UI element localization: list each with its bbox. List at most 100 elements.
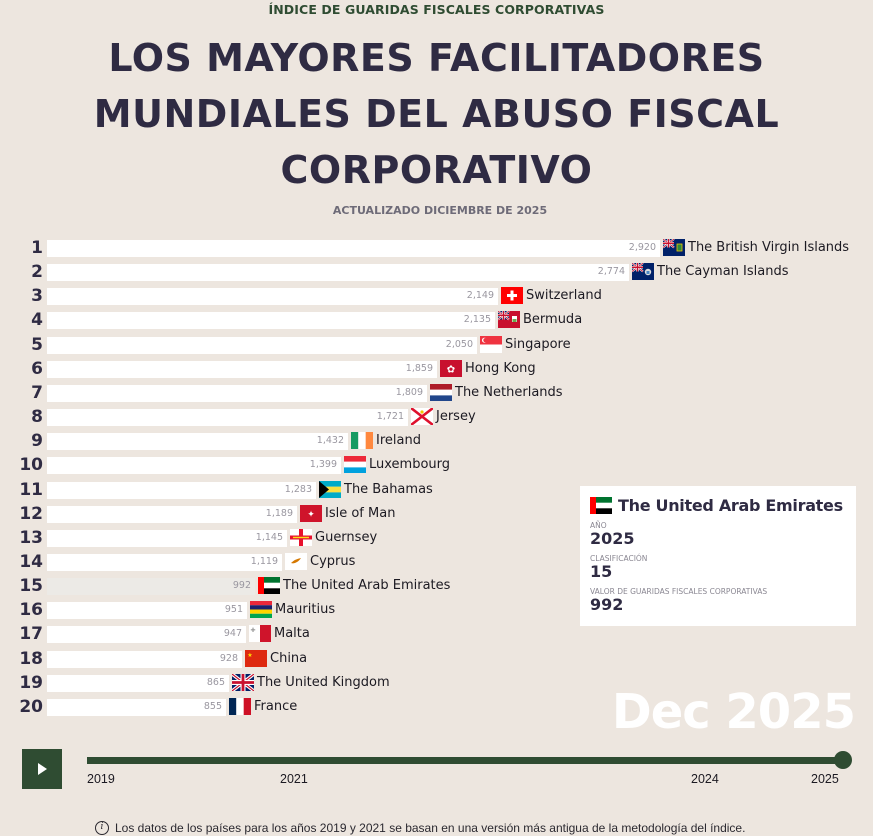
value-label: 1,119 (250, 555, 278, 567)
timeline-tick[interactable]: 2024 (691, 772, 719, 786)
svg-text:✦: ✦ (307, 509, 315, 519)
svg-text:✚: ✚ (250, 627, 255, 634)
bar-row[interactable]: 15 992 The United Arab Emirates (0, 574, 873, 598)
bar[interactable] (47, 674, 229, 692)
rank-label: 2 (31, 262, 43, 283)
bar-row[interactable]: 17 947 ✚ Malta (0, 622, 873, 646)
bar-row[interactable]: 16 951 Mauritius (0, 598, 873, 622)
bar[interactable] (47, 698, 226, 716)
bar-row[interactable]: 2 2,774 The Cayman Islands (0, 260, 873, 284)
bar[interactable] (47, 336, 477, 354)
bar[interactable] (47, 457, 341, 475)
bar[interactable] (47, 481, 316, 499)
bar-row[interactable]: 4 2,135 Bermuda (0, 308, 873, 332)
tooltip-year: 2025 (590, 529, 635, 548)
play-icon (38, 763, 47, 775)
timeline-slider-handle[interactable] (834, 751, 852, 769)
country-label: Cyprus (310, 553, 356, 569)
value-label: 1,809 (395, 386, 423, 398)
value-label: 1,432 (316, 435, 344, 447)
country-label: The United Kingdom (257, 674, 390, 690)
bar-row[interactable]: 7 1,809 The Netherlands (0, 381, 873, 405)
bar[interactable] (47, 409, 408, 427)
flag-icon-cn: ★ (245, 649, 267, 667)
tooltip-rank: 15 (590, 562, 613, 581)
timeline-tick[interactable]: 2025 (811, 772, 839, 786)
flag-icon-mu (250, 601, 272, 619)
bar[interactable] (47, 433, 348, 451)
rank-label: 11 (19, 479, 43, 500)
bar-row[interactable]: 1 2,920 The British Virgin Islands (0, 236, 873, 260)
updated-date: ACTUALIZADO DICIEMBRE DE 2025 (332, 204, 548, 217)
timeline-tick[interactable]: 2019 (87, 772, 115, 786)
value-label: 1,399 (309, 459, 337, 471)
value-label: 1,145 (255, 531, 283, 543)
bar-row[interactable]: 14 1,119 Cyprus (0, 550, 873, 574)
bar[interactable] (47, 529, 287, 547)
svg-text:★: ★ (247, 652, 252, 659)
title-line: MUNDIALES DEL ABUSO FISCAL (93, 92, 780, 136)
bar[interactable] (47, 240, 660, 257)
value-label: 1,859 (405, 362, 433, 374)
bar-row[interactable]: 8 1,721 Jersey (0, 405, 873, 429)
tooltip-value-label: VALOR DE GUARIDAS FISCALES CORPORATIVAS (590, 587, 768, 596)
flag-icon-bm (498, 311, 520, 329)
bar-row[interactable]: 3 2,149 Switzerland (0, 284, 873, 308)
country-label: Bermuda (523, 312, 583, 328)
flag-icon-mt: ✚ (249, 625, 271, 643)
country-label: The Cayman Islands (657, 264, 789, 280)
value-label: 2,920 (628, 242, 656, 253)
country-label: The United Arab Emirates (283, 578, 451, 594)
bar-row[interactable]: 13 1,145 Guernsey (0, 526, 873, 550)
bar-chart-race: 1 2,920 The British Virgin Islands 2 2,774 Th… (0, 236, 873, 720)
tooltip-value: 992 (590, 595, 624, 614)
rank-label: 19 (19, 672, 43, 693)
play-button[interactable] (22, 749, 62, 789)
timeline-tick[interactable]: 2021 (280, 772, 308, 786)
country-label: China (270, 650, 308, 666)
bar-row[interactable]: 12 1,189 ✦ Isle of Man (0, 502, 873, 526)
footer-note-text: Los datos de los países para los años 20… (115, 821, 746, 835)
bar-row[interactable]: 19 865 The United Kingdom (0, 671, 873, 695)
bar[interactable] (47, 650, 242, 668)
bar-row[interactable]: 11 1,283 The Bahamas (0, 478, 873, 502)
bar[interactable] (47, 312, 495, 330)
rank-label: 20 (19, 696, 43, 717)
value-label: 992 (232, 580, 251, 592)
page-title: LOS MAYORES FACILITADORES MUNDIALES DEL … (0, 30, 873, 198)
bar[interactable] (47, 384, 427, 402)
timeline-slider-track[interactable] (87, 757, 843, 764)
bar[interactable] (47, 505, 297, 523)
bar-row[interactable]: 20 855 France (0, 695, 873, 719)
rank-label: 18 (19, 648, 43, 669)
bar-row[interactable]: 6 1,859 ✿ Hong Kong (0, 357, 873, 381)
bar[interactable] (47, 602, 247, 620)
country-label: Singapore (505, 336, 571, 352)
current-date: Dec 2025 (611, 684, 856, 740)
kicker: ÍNDICE DE GUARIDAS FISCALES CORPORATIVAS (268, 2, 605, 17)
flag-icon-vg (663, 239, 685, 256)
bar-row[interactable]: 10 1,399 Luxembourg (0, 453, 873, 477)
svg-text:✿: ✿ (447, 364, 455, 375)
bar[interactable] (47, 288, 498, 306)
flag-icon-gb (232, 673, 254, 691)
flag-icon-ky (632, 263, 654, 281)
bar[interactable] (47, 264, 629, 282)
tooltip-rank-label: CLASIFICACIÓN (590, 554, 648, 563)
bar-row[interactable]: 18 928 ★ China (0, 647, 873, 671)
country-label: Mauritius (275, 602, 336, 618)
value-label: 855 (203, 700, 222, 712)
rank-label: 8 (31, 407, 43, 428)
tooltip-country: The United Arab Emirates (618, 496, 843, 515)
footer-note: i Los datos de los países para los años … (95, 821, 745, 835)
rank-label: 4 (31, 310, 43, 331)
country-label: Jersey (436, 409, 476, 425)
bar-row[interactable]: 9 1,432 Ireland (0, 429, 873, 453)
bar[interactable] (47, 578, 255, 596)
bar[interactable] (47, 553, 282, 571)
rank-label: 10 (19, 455, 43, 476)
value-label: 2,149 (466, 290, 494, 302)
bar-row[interactable]: 5 2,050 Singapore (0, 333, 873, 357)
bar[interactable] (47, 626, 246, 644)
bar[interactable] (47, 360, 437, 378)
